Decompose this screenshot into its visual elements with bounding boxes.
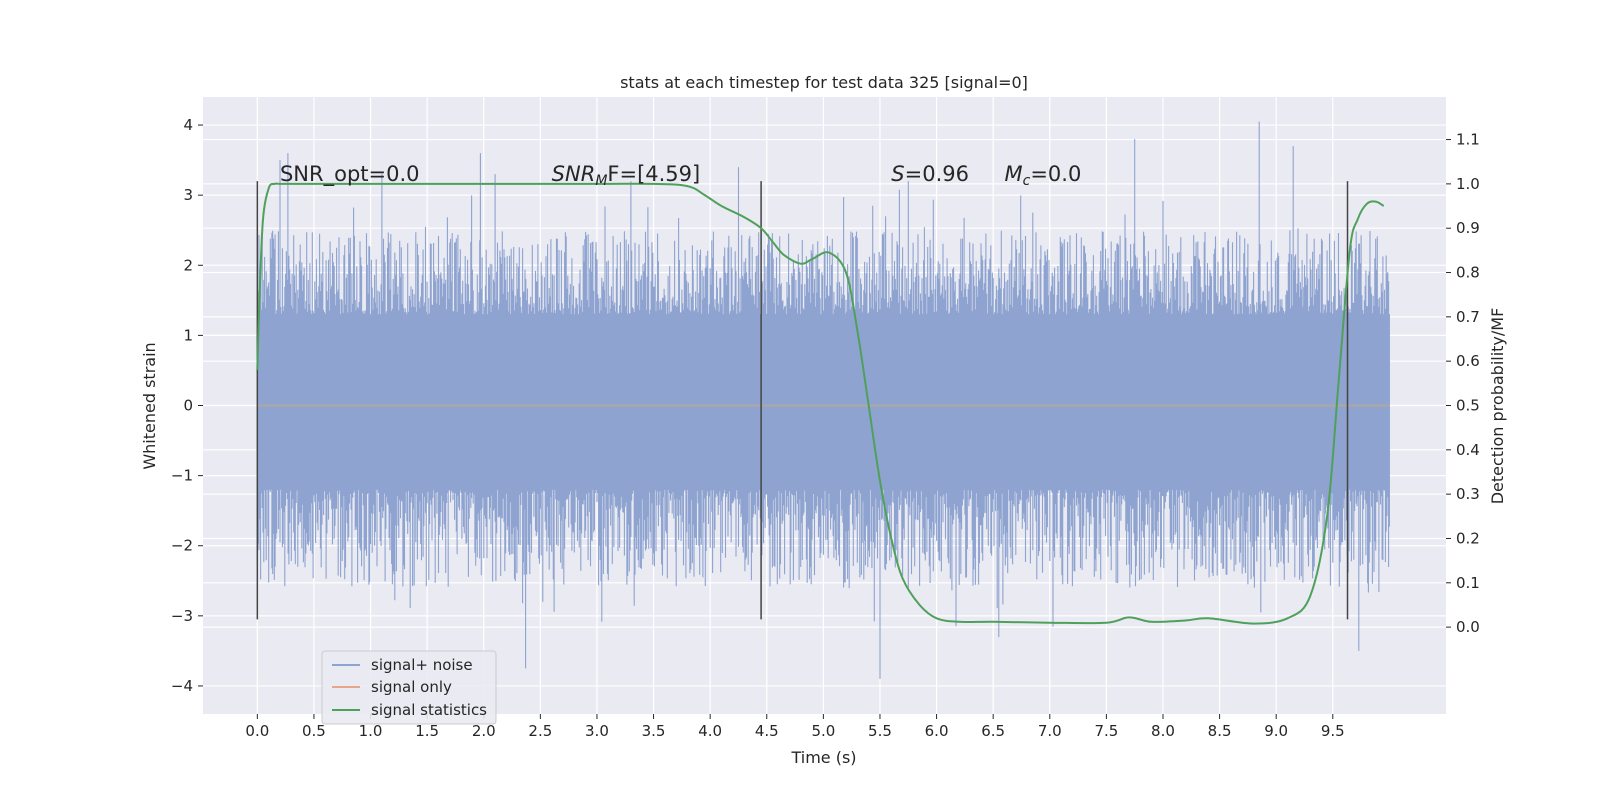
x-tick-label: 1.5: [415, 722, 439, 740]
y-right-tick-label: 0.1: [1456, 574, 1480, 592]
legend-box: [321, 650, 497, 725]
x-tick-label: 0.5: [302, 722, 326, 740]
x-tick-label: 5.5: [868, 722, 892, 740]
x-tick-label: 7.0: [1038, 722, 1062, 740]
signal-statistics-series-layer: [256, 182, 1385, 625]
y-axis-right-label: Detection probability/MF: [1488, 308, 1507, 505]
signal-noise-core-band: [257, 314, 1390, 490]
chart-title: stats at each timestep for test data 325…: [620, 73, 1028, 92]
stat-annotation: S=0.96: [891, 162, 969, 186]
x-tick-label: 4.0: [698, 722, 722, 740]
annotation-value: =0.96: [905, 162, 969, 186]
x-tick-label: 6.0: [925, 722, 949, 740]
y-right-tick-label: 0.2: [1456, 529, 1480, 547]
annotation-value: F=[4.59]: [607, 162, 700, 186]
x-tick-label: 4.5: [755, 722, 779, 740]
x-tick-label: 0.0: [245, 722, 269, 740]
stat-annotation: Mc=0.0: [1004, 162, 1081, 189]
annotation-prefix: SNR_opt=0.0: [280, 162, 420, 187]
y-right-tick-label: 0.4: [1456, 441, 1480, 459]
y-tick-label: −4: [171, 677, 193, 695]
x-axis-label: Time (s): [790, 748, 856, 767]
annotation-subscript: c: [1023, 173, 1031, 189]
x-tick-label: 3.0: [585, 722, 609, 740]
y-tick-label: −2: [171, 537, 193, 555]
y-tick-label: 1: [183, 326, 193, 344]
x-tick-label: 5.0: [811, 722, 835, 740]
x-tick-label: 9.0: [1264, 722, 1288, 740]
y-right-tick-label: 0.7: [1456, 308, 1480, 326]
x-tick-label: 3.5: [642, 722, 666, 740]
y-axis-label: Whitened strain: [140, 342, 159, 469]
x-tick-label: 8.5: [1208, 722, 1232, 740]
y-tick-label: 2: [183, 256, 193, 274]
x-tick-label: 8.0: [1151, 722, 1175, 740]
y-tick-label: −1: [171, 467, 193, 485]
y-right-tick-label: 0.6: [1456, 352, 1480, 370]
annotation-symbol: SNR: [552, 162, 596, 186]
x-tick-label: 2.5: [528, 722, 552, 740]
y-tick-label: 3: [183, 186, 193, 204]
y-tick-label: −3: [171, 607, 193, 625]
y-right-tick-label: 0.3: [1456, 485, 1480, 503]
x-tick-label: 7.5: [1094, 722, 1118, 740]
y-right-tick-label: 1.1: [1456, 131, 1480, 149]
y-right-tick-label: 1.0: [1456, 175, 1480, 193]
x-tick-label: 2.0: [472, 722, 496, 740]
annotation-symbol: S: [891, 162, 904, 186]
noise-series-layer: [256, 121, 1390, 679]
y-tick-label: 0: [183, 397, 193, 415]
annotation-symbol: M: [1004, 162, 1022, 186]
y-tick-label: 4: [183, 116, 193, 134]
x-tick-label: 1.0: [359, 722, 383, 740]
legend-label-signal-only: signal only: [371, 678, 452, 696]
x-tick-label: 6.5: [981, 722, 1005, 740]
y-right-tick-label: 0.9: [1456, 219, 1480, 237]
annotations-layer: SNR_opt=0.0 SNRMF=[4.59] S=0.96 Mc=0.0: [280, 162, 1081, 189]
y-right-tick-label: 0.5: [1456, 397, 1480, 415]
tick-labels-layer: 0.0 0.5 1.0 1.5 2.0 2.5 3.0 3.5 4.0 4.5 5.0 5.5 6.0 6…: [171, 116, 1480, 740]
signal-statistics-line: [256, 182, 1385, 625]
y-right-tick-label: 0.8: [1456, 264, 1480, 282]
annotation-subscript: M: [595, 173, 607, 189]
stat-annotation: SNR_opt=0.0: [280, 162, 420, 187]
vertical-markers-layer: [256, 181, 1349, 620]
x-tick-label: 9.5: [1321, 722, 1345, 740]
legend: signal+ noise signal only signal statist…: [321, 650, 497, 725]
y-right-tick-label: 0.0: [1456, 618, 1480, 636]
legend-label-signal-statistics: signal statistics: [371, 701, 487, 719]
annotation-value: =0.0: [1030, 162, 1081, 186]
legend-label-signal-noise: signal+ noise: [371, 656, 473, 674]
stat-annotation: SNRMF=[4.59]: [552, 162, 701, 189]
